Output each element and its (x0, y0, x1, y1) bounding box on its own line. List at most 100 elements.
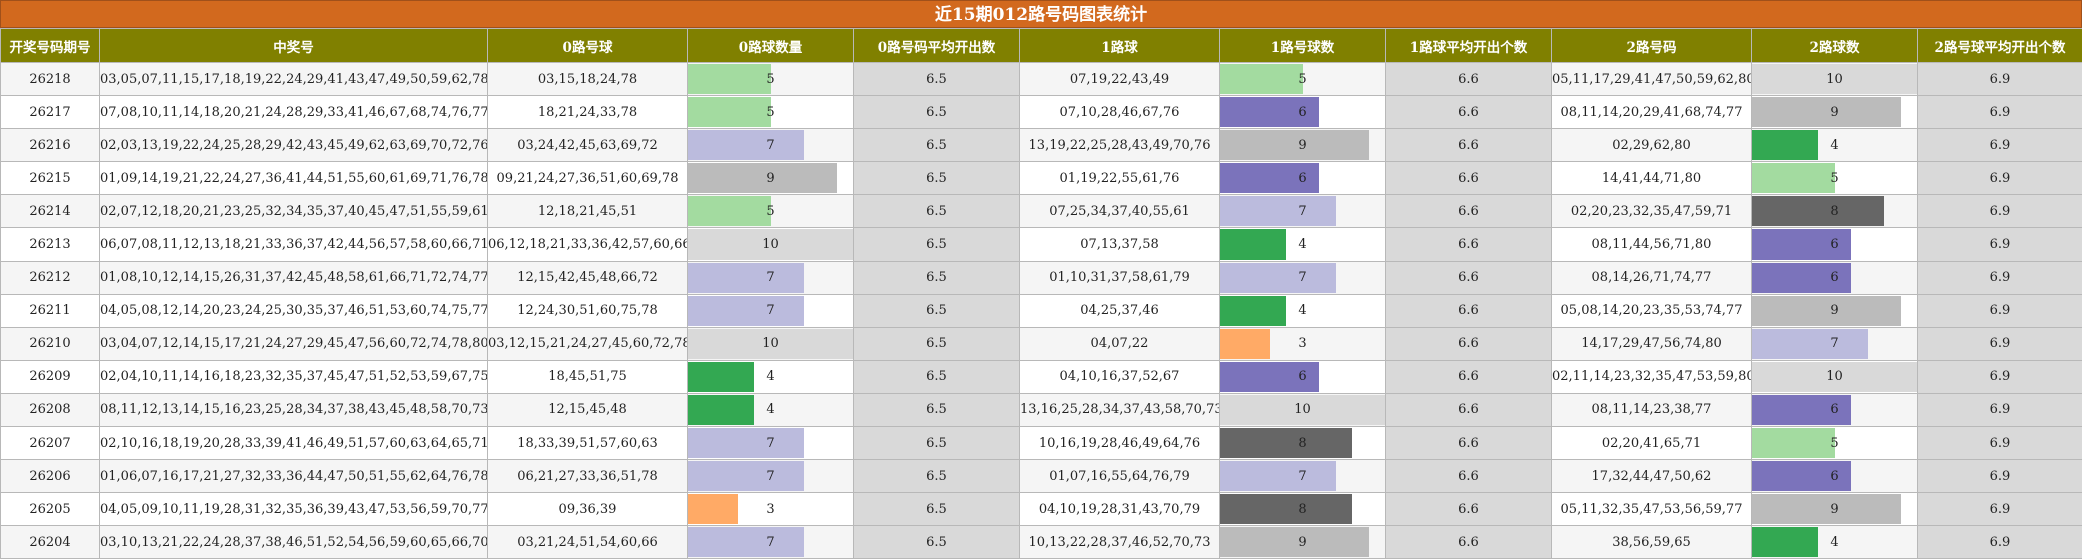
route0-count-cell-bar (688, 362, 754, 392)
route0-balls-cell: 18,45,51,75 (488, 360, 688, 393)
numbers-cell: 01,08,10,12,14,15,26,31,37,42,45,48,58,6… (100, 261, 488, 294)
route2-avg-cell: 6.9 (1918, 460, 2082, 493)
route1-count-cell: 5 (1220, 63, 1386, 96)
route0-balls-cell: 09,21,24,27,36,51,60,69,78 (488, 162, 688, 195)
route0-count-cell-bar (688, 527, 804, 557)
route0-balls-cell: 09,36,39 (488, 493, 688, 526)
route1-balls-cell: 13,16,25,28,34,37,43,58,70,73 (1020, 393, 1220, 426)
header-route1-count: 1路号球数 (1220, 29, 1386, 63)
period-cell: 26209 (1, 360, 100, 393)
route2-count-cell-value: 5 (1830, 436, 1838, 451)
route0-count-cell-value: 7 (766, 535, 774, 550)
route0-count-cell: 10 (688, 327, 854, 360)
route0-balls-cell: 06,12,18,21,33,36,42,57,60,66 (488, 228, 688, 261)
route0-avg-cell: 6.5 (854, 393, 1020, 426)
route2-count-cell-bar (1752, 329, 1868, 359)
route1-count-cell-value: 4 (1298, 303, 1306, 318)
route0-count-cell-bar (688, 196, 771, 226)
route0-count-cell: 7 (688, 129, 854, 162)
route2-avg-cell: 6.9 (1918, 261, 2082, 294)
route2-count-cell-bar (1752, 196, 1884, 226)
route1-count-cell-value: 8 (1298, 436, 1306, 451)
route1-balls-cell: 07,13,37,58 (1020, 228, 1220, 261)
header-route0-balls: 0路号球 (488, 29, 688, 63)
route1-avg-cell: 6.6 (1386, 360, 1552, 393)
route2-balls-cell: 14,17,29,47,56,74,80 (1552, 327, 1752, 360)
route0-avg-cell: 6.5 (854, 460, 1020, 493)
route0-balls-cell: 06,21,27,33,36,51,78 (488, 460, 688, 493)
route0-avg-cell: 6.5 (854, 63, 1020, 96)
header-route1-avg: 1路球平均开出个数 (1386, 29, 1552, 63)
route2-balls-cell: 05,08,14,20,23,35,53,74,77 (1552, 294, 1752, 327)
route1-balls-cell: 04,10,16,37,52,67 (1020, 360, 1220, 393)
route1-count-cell-bar (1220, 428, 1352, 458)
route2-count-cell-value: 6 (1830, 270, 1838, 285)
route2-count-cell: 7 (1752, 327, 1918, 360)
numbers-cell: 02,10,16,18,19,20,28,33,39,41,46,49,51,5… (100, 427, 488, 460)
numbers-cell: 01,06,07,16,17,21,27,32,33,36,44,47,50,5… (100, 460, 488, 493)
header-route0-avg: 0路号码平均开出数 (854, 29, 1020, 63)
header-route2-balls: 2路号码 (1552, 29, 1752, 63)
route2-avg-cell: 6.9 (1918, 427, 2082, 460)
route0-avg-cell: 6.5 (854, 427, 1020, 460)
route0-avg-cell: 6.5 (854, 228, 1020, 261)
route1-count-cell-bar (1220, 196, 1336, 226)
numbers-cell: 02,04,10,11,14,16,18,23,32,35,37,45,47,5… (100, 360, 488, 393)
route0-count-cell-value: 7 (766, 436, 774, 451)
route0-count-cell: 3 (688, 493, 854, 526)
route1-count-cell-value: 7 (1298, 270, 1306, 285)
route1-count-cell: 9 (1220, 526, 1386, 559)
route0-count-cell-bar (688, 395, 754, 425)
route0-count-cell-bar (688, 428, 804, 458)
route1-count-cell-bar (1220, 329, 1270, 359)
period-cell: 26204 (1, 526, 100, 559)
route2-balls-cell: 02,20,23,32,35,47,59,71 (1552, 195, 1752, 228)
route1-balls-cell: 07,10,28,46,67,76 (1020, 96, 1220, 129)
route1-count-cell: 6 (1220, 360, 1386, 393)
route2-balls-cell: 08,14,26,71,74,77 (1552, 261, 1752, 294)
route1-balls-cell: 07,19,22,43,49 (1020, 63, 1220, 96)
route1-avg-cell: 6.6 (1386, 393, 1552, 426)
route2-count-cell-value: 6 (1830, 237, 1838, 252)
route0-count-cell: 7 (688, 261, 854, 294)
route0-count-cell-value: 10 (762, 237, 779, 252)
route2-count-cell-bar (1752, 296, 1901, 326)
route1-balls-cell: 10,13,22,28,37,46,52,70,73 (1020, 526, 1220, 559)
route1-count-cell-value: 9 (1298, 535, 1306, 550)
route1-avg-cell: 6.6 (1386, 129, 1552, 162)
route0-count-cell: 5 (688, 195, 854, 228)
numbers-cell: 03,05,07,11,15,17,18,19,22,24,29,41,43,4… (100, 63, 488, 96)
route1-balls-cell: 13,19,22,25,28,43,49,70,76 (1020, 129, 1220, 162)
period-cell: 26216 (1, 129, 100, 162)
route2-count-cell-value: 10 (1826, 369, 1843, 384)
route1-count-cell-bar (1220, 527, 1369, 557)
route0-count-cell-bar (688, 296, 804, 326)
period-cell: 26218 (1, 63, 100, 96)
route0-balls-cell: 18,21,24,33,78 (488, 96, 688, 129)
numbers-cell: 03,10,13,21,22,24,28,37,38,46,51,52,54,5… (100, 526, 488, 559)
route1-count-cell: 7 (1220, 261, 1386, 294)
route2-count-cell-bar (1752, 527, 1818, 557)
route2-count-cell-value: 7 (1830, 336, 1838, 351)
route0-count-cell: 7 (688, 294, 854, 327)
route2-avg-cell: 6.9 (1918, 228, 2082, 261)
period-cell: 26207 (1, 427, 100, 460)
period-cell: 26213 (1, 228, 100, 261)
route2-balls-cell: 02,20,41,65,71 (1552, 427, 1752, 460)
route2-avg-cell: 6.9 (1918, 526, 2082, 559)
route1-count-cell-bar (1220, 296, 1286, 326)
route0-balls-cell: 12,15,45,48 (488, 393, 688, 426)
route0-count-cell-value: 3 (766, 502, 774, 517)
route1-avg-cell: 6.6 (1386, 427, 1552, 460)
route2-count-cell: 6 (1752, 460, 1918, 493)
numbers-cell: 06,07,08,11,12,13,18,21,33,36,37,42,44,5… (100, 228, 488, 261)
route0-count-cell: 5 (688, 96, 854, 129)
route0-balls-cell: 12,15,42,45,48,66,72 (488, 261, 688, 294)
route2-count-cell-bar (1752, 494, 1901, 524)
